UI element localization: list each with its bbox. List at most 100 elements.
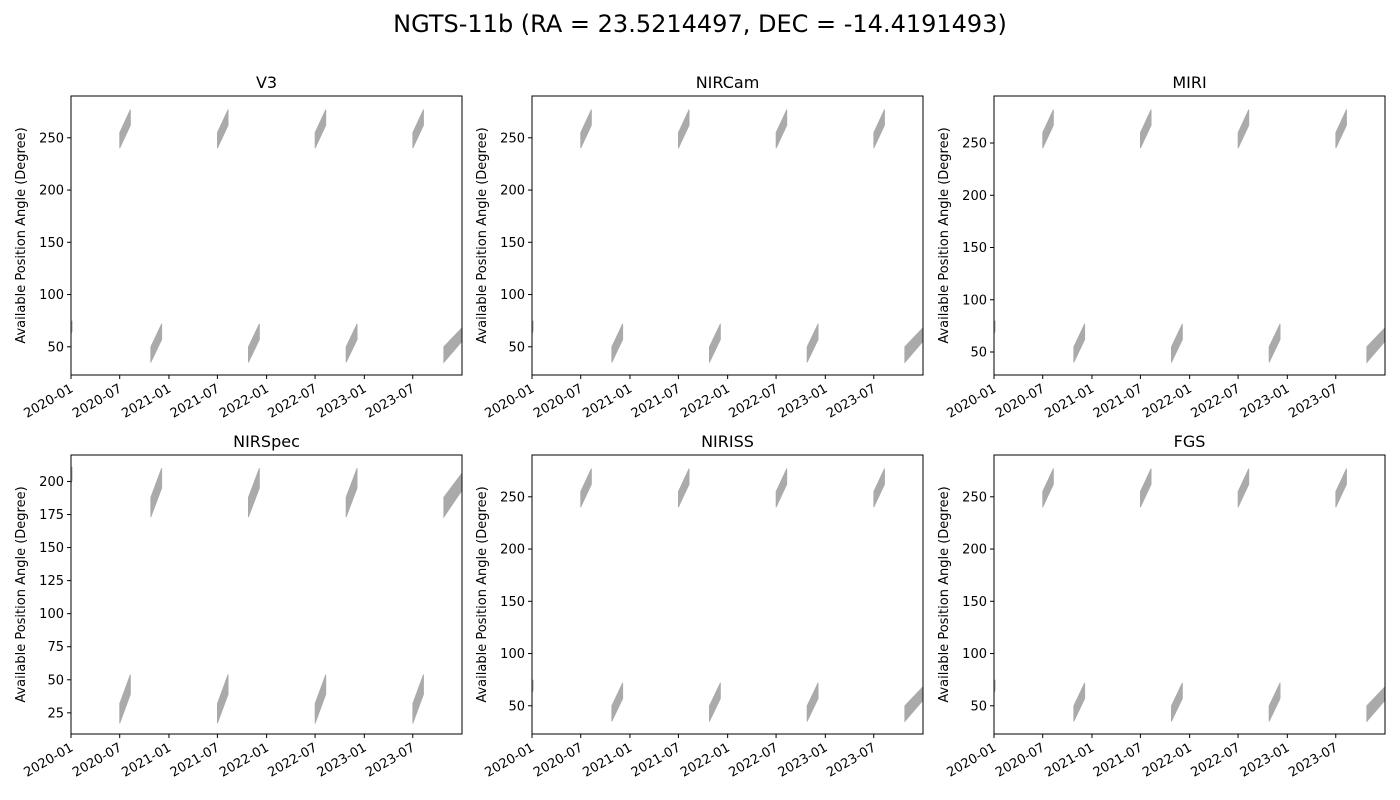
window-7 xyxy=(1335,109,1347,149)
axes-frame xyxy=(531,95,924,376)
y-tick-label: 100 xyxy=(500,647,525,662)
x-tick-label: 2021-07 xyxy=(1091,381,1146,421)
y-tick-label: 200 xyxy=(962,543,987,558)
y-tick-label: 50 xyxy=(508,699,525,714)
window-1 xyxy=(119,109,131,149)
x-tick-label: 2023-01 xyxy=(315,381,370,421)
window-5 xyxy=(314,674,327,724)
y-tick-label: 250 xyxy=(962,490,987,505)
y-tick-label: 125 xyxy=(39,574,64,589)
window-4 xyxy=(247,323,260,363)
y-axis-label: Available Position Angle (Degree) xyxy=(937,486,952,702)
x-tick-label: 2022-07 xyxy=(266,381,321,421)
x-tick-label: 2020-07 xyxy=(70,381,125,421)
window-7 xyxy=(1335,468,1347,508)
y-tick-label: 50 xyxy=(508,340,525,355)
subplot-title: NIRCam xyxy=(696,73,760,92)
window-4 xyxy=(1171,682,1183,722)
window-6 xyxy=(345,323,358,363)
subplot-title: NIRISS xyxy=(701,432,754,451)
window-4 xyxy=(709,682,721,722)
window-2 xyxy=(150,468,163,518)
y-tick-label: 50 xyxy=(47,340,64,355)
axes-frame xyxy=(531,454,924,735)
visibility-windows xyxy=(532,109,923,364)
x-tick-label: 2021-01 xyxy=(119,740,174,780)
window-3 xyxy=(678,468,690,508)
x-tick-label: 2021-01 xyxy=(580,740,635,780)
y-tick-label: 200 xyxy=(39,475,64,490)
window-8 xyxy=(1366,327,1385,364)
y-tick-label: 150 xyxy=(39,541,64,556)
y-tick-label: 150 xyxy=(500,236,525,251)
window-4 xyxy=(247,468,260,518)
visibility-windows xyxy=(71,466,462,724)
x-tick-label: 2021-01 xyxy=(119,381,174,421)
y-tick-label: 50 xyxy=(970,346,987,361)
y-tick-label: 150 xyxy=(962,241,987,256)
x-tick-label: 2023-07 xyxy=(824,740,879,780)
y-tick-label: 250 xyxy=(500,131,525,146)
x-tick-label: 2020-07 xyxy=(70,740,125,780)
y-tick-label: 200 xyxy=(39,184,64,199)
window-2 xyxy=(1073,323,1086,363)
subplot-title: FGS xyxy=(1174,432,1206,451)
x-tick-label: 2020-01 xyxy=(944,740,999,780)
y-tick-label: 100 xyxy=(500,288,525,303)
x-tick-label: 2021-07 xyxy=(1091,740,1146,780)
window-7 xyxy=(412,674,424,724)
x-tick-label: 2021-01 xyxy=(580,381,635,421)
visibility-windows xyxy=(71,109,462,364)
x-tick-label: 2021-01 xyxy=(1042,740,1097,780)
y-axis-label: Available Position Angle (Degree) xyxy=(475,127,490,343)
window-4 xyxy=(1171,323,1183,363)
x-tick-label: 2022-07 xyxy=(727,381,782,421)
window-8 xyxy=(443,327,462,364)
x-tick-label: 2021-07 xyxy=(629,740,684,780)
window-7 xyxy=(873,468,885,508)
x-tick-label: 2022-01 xyxy=(678,740,733,780)
window-6 xyxy=(806,682,819,722)
x-tick-label: 2020-07 xyxy=(993,381,1048,421)
visibility-windows xyxy=(994,468,1385,723)
x-tick-label: 2023-07 xyxy=(1286,740,1341,780)
x-tick-label: 2022-01 xyxy=(1140,740,1195,780)
y-tick-label: 100 xyxy=(39,607,64,622)
y-tick-label: 250 xyxy=(962,137,987,152)
x-tick-label: 2020-01 xyxy=(482,740,537,780)
window-5 xyxy=(775,109,788,149)
x-tick-label: 2022-07 xyxy=(1189,381,1244,421)
x-tick-label: 2021-07 xyxy=(168,740,223,780)
window-2 xyxy=(150,323,163,363)
window-1 xyxy=(1042,109,1054,149)
x-tick-label: 2020-01 xyxy=(482,381,537,421)
window-5 xyxy=(1237,468,1250,508)
y-tick-label: 250 xyxy=(500,490,525,505)
axes-frame xyxy=(70,95,463,376)
x-tick-label: 2023-07 xyxy=(363,740,418,780)
figure-title: NGTS-11b (RA = 23.5214497, DEC = -14.419… xyxy=(393,10,1007,38)
y-tick-label: 200 xyxy=(962,189,987,204)
window-3 xyxy=(1140,109,1152,149)
y-axis-label: Available Position Angle (Degree) xyxy=(14,127,29,343)
x-tick-label: 2021-07 xyxy=(629,381,684,421)
x-tick-label: 2022-01 xyxy=(1140,381,1195,421)
subplot-nirspec: NIRSpec 25 50 75 100 125 150 175 200 2020-012020-… xyxy=(14,432,463,781)
x-tick-label: 2020-01 xyxy=(944,381,999,421)
x-tick-label: 2022-07 xyxy=(266,740,321,780)
x-tick-label: 2021-07 xyxy=(168,381,223,421)
y-tick-label: 175 xyxy=(39,508,64,523)
x-tick-label: 2020-01 xyxy=(21,381,76,421)
y-tick-label: 150 xyxy=(500,595,525,610)
window-2 xyxy=(1073,682,1086,722)
subplot-fgs: FGS501001502002502020-012020-072021-0120… xyxy=(937,432,1386,781)
subplot-title: MIRI xyxy=(1172,73,1206,92)
x-tick-label: 2022-01 xyxy=(217,381,272,421)
window-1 xyxy=(580,468,592,508)
axes-frame xyxy=(993,95,1386,376)
window-7 xyxy=(412,109,424,149)
x-tick-label: 2021-01 xyxy=(1042,381,1097,421)
window-6 xyxy=(1268,682,1281,722)
y-axis-label: Available Position Angle (Degree) xyxy=(14,486,29,702)
